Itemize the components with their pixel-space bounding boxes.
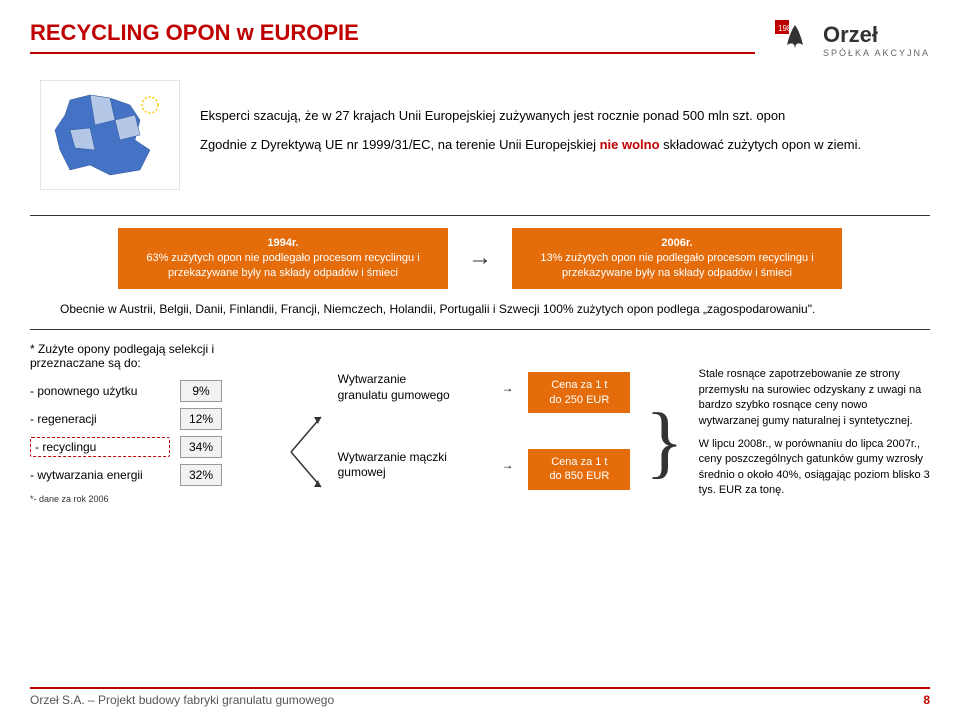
flow-powder: Wytwarzanie mączki gumowej → bbox=[338, 450, 514, 481]
data-footnote: *- dane za rok 2006 bbox=[30, 494, 271, 504]
split-arrows-icon bbox=[286, 382, 323, 522]
year-2006: 2006r. bbox=[524, 236, 830, 251]
countries-text: Obecnie w Austrii, Belgii, Danii, Finlan… bbox=[30, 301, 930, 318]
stat-box-2006: 2006r. 13% zużytych opon nie podlegało p… bbox=[512, 228, 842, 289]
flow-granulate: Wytwarzanie granulatu gumowego → bbox=[338, 372, 514, 403]
sel-row-regen: - regeneracji 12% bbox=[30, 408, 271, 430]
intro-p2: Zgodnie z Dyrektywą UE nr 1999/31/EC, na… bbox=[200, 135, 861, 155]
divider bbox=[30, 215, 930, 216]
stat-box-1994: 1994r. 63% zużytych opon nie podlegało p… bbox=[118, 228, 448, 289]
page-number: 8 bbox=[923, 693, 930, 707]
year-1994: 1994r. bbox=[130, 236, 436, 251]
sel-row-energy: - wytwarzania energii 32% bbox=[30, 464, 271, 486]
stat-text-2006: 13% zużytych opon nie podlegało procesom… bbox=[524, 251, 830, 281]
header: RECYCLING OPON w EUROPIE 1984 Orzeł SPÓŁ… bbox=[30, 20, 930, 60]
arrow-right-icon: → bbox=[468, 244, 492, 272]
highlight-recycling: - recyclingu bbox=[30, 437, 170, 457]
right-p1: Stale rosnące zapotrzebowanie ze strony … bbox=[699, 367, 930, 429]
eagle-logo-icon: 1984 bbox=[775, 20, 815, 60]
intro-p1: Eksperci szacują, że w 27 krajach Unii E… bbox=[200, 106, 861, 126]
arrow-right-icon: → bbox=[501, 458, 513, 472]
pct-regen: 12% bbox=[180, 408, 222, 430]
highlight-no-dump: nie wolno bbox=[600, 137, 660, 152]
price-box-powder: Cena za 1 t do 850 EUR bbox=[528, 449, 630, 490]
brace-icon: } bbox=[645, 382, 683, 482]
logo-subtitle: SPÓŁKA AKCYJNA bbox=[823, 48, 930, 58]
arrow-right-icon: → bbox=[501, 381, 513, 395]
stat-text-1994: 63% zużytych opon nie podlegało procesom… bbox=[130, 251, 436, 281]
intro-text: Eksperci szacują, że w 27 krajach Unii E… bbox=[200, 106, 861, 165]
intro-section: Eksperci szacują, że w 27 krajach Unii E… bbox=[30, 80, 930, 190]
logo-name: Orzeł bbox=[823, 22, 930, 48]
price-column: Cena za 1 t do 250 EUR Cena za 1 t do 85… bbox=[528, 342, 630, 489]
compare-row: 1994r. 63% zużytych opon nie podlegało p… bbox=[30, 228, 930, 289]
logo: 1984 Orzeł SPÓŁKA AKCYJNA bbox=[775, 20, 930, 60]
pct-reuse: 9% bbox=[180, 380, 222, 402]
pct-energy: 32% bbox=[180, 464, 222, 486]
selection-block: * Zużyte opony podlegają selekcji i prze… bbox=[30, 342, 271, 504]
pct-recycle: 34% bbox=[180, 436, 222, 458]
footer: Orzeł S.A. – Projekt budowy fabryki gran… bbox=[30, 687, 930, 707]
flow-labels: Wytwarzanie granulatu gumowego → Wytwarz… bbox=[338, 342, 514, 490]
footer-text: Orzeł S.A. – Projekt budowy fabryki gran… bbox=[30, 693, 334, 707]
price-box-granulate: Cena za 1 t do 250 EUR bbox=[528, 372, 630, 413]
sel-row-recycle: - recyclingu 34% bbox=[30, 436, 271, 458]
page-title: RECYCLING OPON w EUROPIE bbox=[30, 20, 755, 54]
sel-row-reuse: - ponownego użytku 9% bbox=[30, 380, 271, 402]
eu-map-icon bbox=[40, 80, 180, 190]
right-text-block: Stale rosnące zapotrzebowanie ze strony … bbox=[699, 342, 930, 506]
right-p2: W lipcu 2008r., w porównaniu do lipca 20… bbox=[699, 437, 930, 499]
lower-section: * Zużyte opony podlegają selekcji i prze… bbox=[30, 342, 930, 522]
logo-text: Orzeł SPÓŁKA AKCYJNA bbox=[823, 22, 930, 58]
selection-title: * Zużyte opony podlegają selekcji i prze… bbox=[30, 342, 271, 370]
divider bbox=[30, 329, 930, 330]
